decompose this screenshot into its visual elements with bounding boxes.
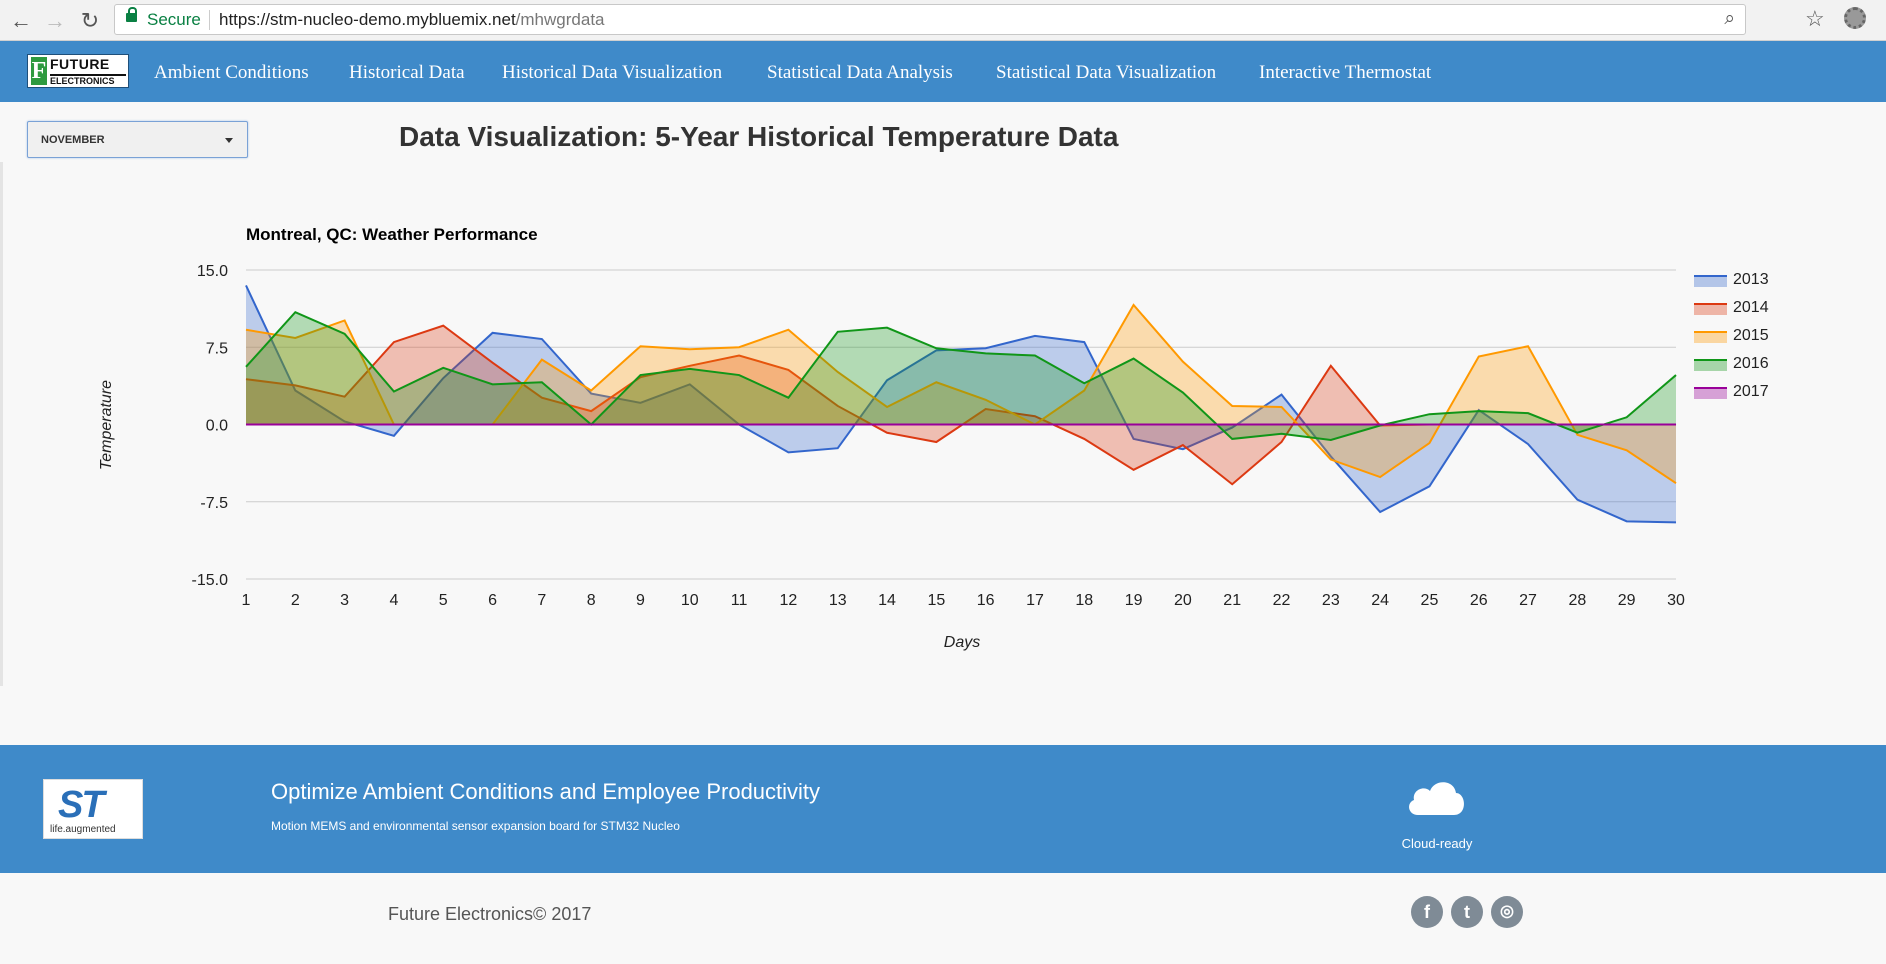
- legend-swatch: [1694, 276, 1727, 287]
- cloud-ready-label: Cloud-ready: [1401, 836, 1473, 851]
- x-tick-label: 2: [291, 592, 300, 609]
- address-bar[interactable]: Secure https://stm-nucleo-demo.mybluemix…: [114, 4, 1746, 35]
- x-tick-label: 28: [1568, 592, 1586, 609]
- x-tick-label: 25: [1421, 592, 1439, 609]
- extension-icon[interactable]: [1844, 7, 1866, 29]
- legend-label: 2016: [1733, 355, 1769, 372]
- series-line-2013: [245, 285, 1677, 524]
- x-tick-label: 22: [1273, 592, 1291, 609]
- reload-icon[interactable]: ↻: [80, 8, 100, 33]
- x-tick-label: 19: [1125, 592, 1143, 609]
- y-tick-label: -15.0: [192, 572, 229, 589]
- x-tick-label: 11: [731, 592, 748, 609]
- chevron-down-icon: [225, 138, 233, 143]
- x-tick-label: 12: [780, 592, 798, 609]
- legend-swatch: [1694, 360, 1727, 371]
- legend-label: 2013: [1733, 271, 1769, 288]
- twitter-icon[interactable]: t: [1451, 896, 1483, 928]
- content-left-border: [0, 162, 3, 686]
- legend-swatch: [1694, 304, 1727, 315]
- url-path: /mhwgrdata: [515, 10, 605, 29]
- x-tick-label: 27: [1519, 592, 1537, 609]
- x-tick-label: 9: [636, 592, 645, 609]
- logo-word-future: FUTURE: [50, 56, 110, 72]
- y-axis-label: Temperature: [98, 380, 115, 470]
- back-arrow-icon[interactable]: ←: [10, 8, 32, 33]
- bookmark-star-icon[interactable]: ☆: [1805, 6, 1825, 31]
- zoom-icon[interactable]: ⌕: [1724, 8, 1735, 29]
- x-tick-label: 26: [1470, 592, 1488, 609]
- series-area-2014: [246, 325, 1676, 485]
- logo-word-electronics: ELECTRONICS: [50, 74, 126, 86]
- cloud-icon: [1409, 782, 1464, 815]
- address-separator: [209, 10, 210, 30]
- x-tick-label: 21: [1223, 592, 1241, 609]
- y-tick-label: 7.5: [206, 340, 228, 357]
- x-tick-label: 3: [340, 592, 349, 609]
- x-tick-label: 23: [1322, 592, 1340, 609]
- chart-title: Montreal, QC: Weather Performance: [246, 225, 538, 244]
- x-tick-label: 15: [927, 592, 945, 609]
- y-tick-label: -7.5: [200, 495, 228, 512]
- x-tick-label: 5: [439, 592, 448, 609]
- x-tick-label: 7: [537, 592, 546, 609]
- browser-toolbar: ← → ↻ Secure https://stm-nucleo-demo.myb…: [0, 0, 1886, 41]
- st-logo-tagline: life.augmented: [50, 824, 116, 835]
- y-tick-label: 0.0: [206, 418, 228, 435]
- x-tick-label: 17: [1026, 592, 1044, 609]
- x-tick-label: 10: [681, 592, 699, 609]
- legend-swatch: [1694, 332, 1727, 343]
- facebook-icon[interactable]: f: [1411, 896, 1443, 928]
- x-tick-label: 20: [1174, 592, 1192, 609]
- footer-subtitle: Motion MEMS and environmental sensor exp…: [271, 819, 680, 833]
- x-tick-label: 16: [977, 592, 995, 609]
- footer-title: Optimize Ambient Conditions and Employee…: [271, 779, 821, 804]
- copyright-text: Future Electronics© 2017: [388, 904, 592, 924]
- x-tick-label: 14: [878, 592, 896, 609]
- x-tick-label: 30: [1667, 592, 1685, 609]
- x-axis-label: Days: [944, 634, 980, 651]
- x-tick-label: 8: [587, 592, 596, 609]
- forward-arrow-icon[interactable]: →: [44, 8, 66, 33]
- lock-icon: [126, 7, 137, 22]
- x-tick-label: 13: [829, 592, 847, 609]
- legend-label: 2014: [1733, 299, 1769, 316]
- legend-label: 2017: [1733, 383, 1769, 400]
- y-tick-label: 15.0: [197, 263, 228, 280]
- x-tick-label: 18: [1075, 592, 1093, 609]
- nav-statistical-data-visualization[interactable]: Statistical Data Visualization: [996, 62, 1217, 83]
- legend-label: 2015: [1733, 327, 1769, 344]
- series-area-2016: [246, 312, 1676, 440]
- logo-letter: F: [31, 57, 47, 85]
- month-select[interactable]: NOVEMBER: [27, 121, 248, 158]
- x-tick-label: 1: [242, 592, 251, 609]
- nav-interactive-thermostat[interactable]: Interactive Thermostat: [1259, 62, 1432, 83]
- series-area-2013: [246, 285, 1676, 523]
- series-line-2016: [245, 311, 1677, 441]
- url-text[interactable]: https://stm-nucleo-demo.mybluemix.net/mh…: [219, 10, 605, 30]
- nav-ambient-conditions[interactable]: Ambient Conditions: [154, 62, 309, 83]
- future-electronics-logo[interactable]: F FUTURE ELECTRONICS: [27, 54, 129, 88]
- x-tick-label: 4: [389, 592, 398, 609]
- nav-statistical-data-analysis[interactable]: Statistical Data Analysis: [767, 62, 953, 83]
- instagram-icon[interactable]: ◎: [1491, 896, 1523, 928]
- page-title: Data Visualization: 5-Year Historical Te…: [399, 121, 1119, 152]
- x-tick-label: 6: [488, 592, 497, 609]
- footer-banner: ST life.augmented Optimize Ambient Condi…: [0, 745, 1886, 873]
- nav-historical-data-visualization[interactable]: Historical Data Visualization: [502, 62, 723, 83]
- st-logo-letters: ST: [58, 784, 105, 826]
- secure-label: Secure: [147, 10, 201, 29]
- site-navbar: F FUTURE ELECTRONICS Ambient Conditions …: [0, 41, 1886, 102]
- x-tick-label: 24: [1371, 592, 1389, 609]
- x-tick-label: 29: [1618, 592, 1636, 609]
- st-logo: ST life.augmented: [43, 779, 143, 839]
- temperature-chart: Montreal, QC: Weather Performance 15.0 7.5…: [98, 225, 1769, 651]
- nav-historical-data[interactable]: Historical Data: [349, 62, 465, 83]
- legend-swatch: [1694, 388, 1727, 399]
- month-select-value: NOVEMBER: [41, 134, 105, 146]
- url-host: https://stm-nucleo-demo.mybluemix.net: [219, 10, 516, 29]
